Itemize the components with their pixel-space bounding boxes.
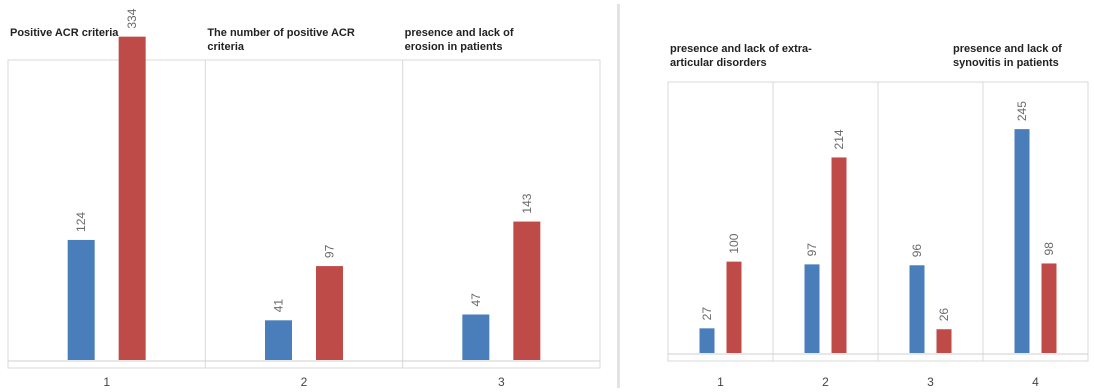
header-left-3-line-2: erosion in patients	[405, 41, 503, 53]
header-right-1-line-2: articular disorders	[670, 57, 767, 69]
value-label-right-series1-cat1: 27	[700, 307, 714, 321]
bar-right-series2-cat3	[936, 329, 952, 353]
value-label-right-series2-cat4: 98	[1042, 242, 1056, 256]
value-label-right-series2-cat2: 214	[832, 129, 846, 149]
bar-right-series1-cat3	[909, 265, 925, 353]
chart-right-svg: presence and lack of extra-articular dis…	[667, 43, 1089, 389]
category-label-right-3: 3	[927, 375, 934, 389]
bar-right-series2-cat4	[1041, 263, 1057, 353]
value-label-left-series2-cat3: 143	[520, 193, 534, 213]
chart-left: Positive ACR criteria The number of posit…	[7, 8, 601, 389]
value-label-right-series2-cat3: 26	[937, 308, 951, 322]
chart-divider	[617, 4, 620, 388]
plot-frame-left	[7, 59, 601, 369]
chart-left-svg: Positive ACR criteria The number of posit…	[7, 8, 601, 389]
bar-right-series1-cat2	[804, 264, 820, 353]
bar-right-series1-cat1	[699, 328, 715, 353]
header-right-4-line-2: synovitis in patients	[953, 57, 1059, 69]
chart-right: presence and lack of extra-articular dis…	[628, 0, 1094, 392]
value-label-left-series2-cat1: 334	[125, 8, 139, 28]
value-label-left-series1-cat3: 47	[469, 293, 483, 307]
header-left-3-line-1: presence and lack of	[405, 27, 514, 39]
header-left-2-line-1: The number of positive ACR	[207, 27, 355, 39]
header-left-2-line-2: criteria	[207, 41, 245, 53]
bar-left-series1-cat2	[265, 320, 292, 360]
value-label-right-series1-cat3: 96	[910, 244, 924, 258]
category-label-right-2: 2	[822, 375, 829, 389]
category-label-right-4: 4	[1032, 375, 1039, 389]
bar-left-series2-cat3	[513, 221, 541, 360]
value-label-right-series1-cat2: 97	[805, 243, 819, 257]
value-label-left-series1-cat1: 124	[74, 212, 88, 232]
header-right-4-line-1: presence and lack of	[953, 43, 1062, 55]
bar-left-series2-cat2	[316, 266, 343, 360]
bar-left-series2-cat1	[118, 36, 146, 360]
category-label-left-3: 3	[498, 375, 505, 389]
category-label-right-1: 1	[717, 375, 724, 389]
value-label-left-series2-cat2: 97	[323, 244, 337, 258]
bar-left-series1-cat1	[67, 239, 95, 360]
header-left-1-line-1: Positive ACR criteria	[10, 27, 119, 39]
header-right-1-line-1: presence and lack of extra-	[670, 43, 812, 55]
bar-right-series2-cat2	[831, 157, 847, 353]
bar-right-series1-cat4	[1014, 129, 1030, 353]
category-label-left-2: 2	[301, 375, 308, 389]
value-label-right-series2-cat1: 100	[727, 233, 741, 253]
value-label-right-series1-cat4: 245	[1015, 101, 1029, 121]
bar-right-series2-cat1	[726, 261, 742, 353]
category-label-left-1: 1	[103, 375, 110, 389]
bar-left-series1-cat3	[462, 314, 490, 360]
value-label-left-series1-cat2: 41	[272, 299, 286, 313]
